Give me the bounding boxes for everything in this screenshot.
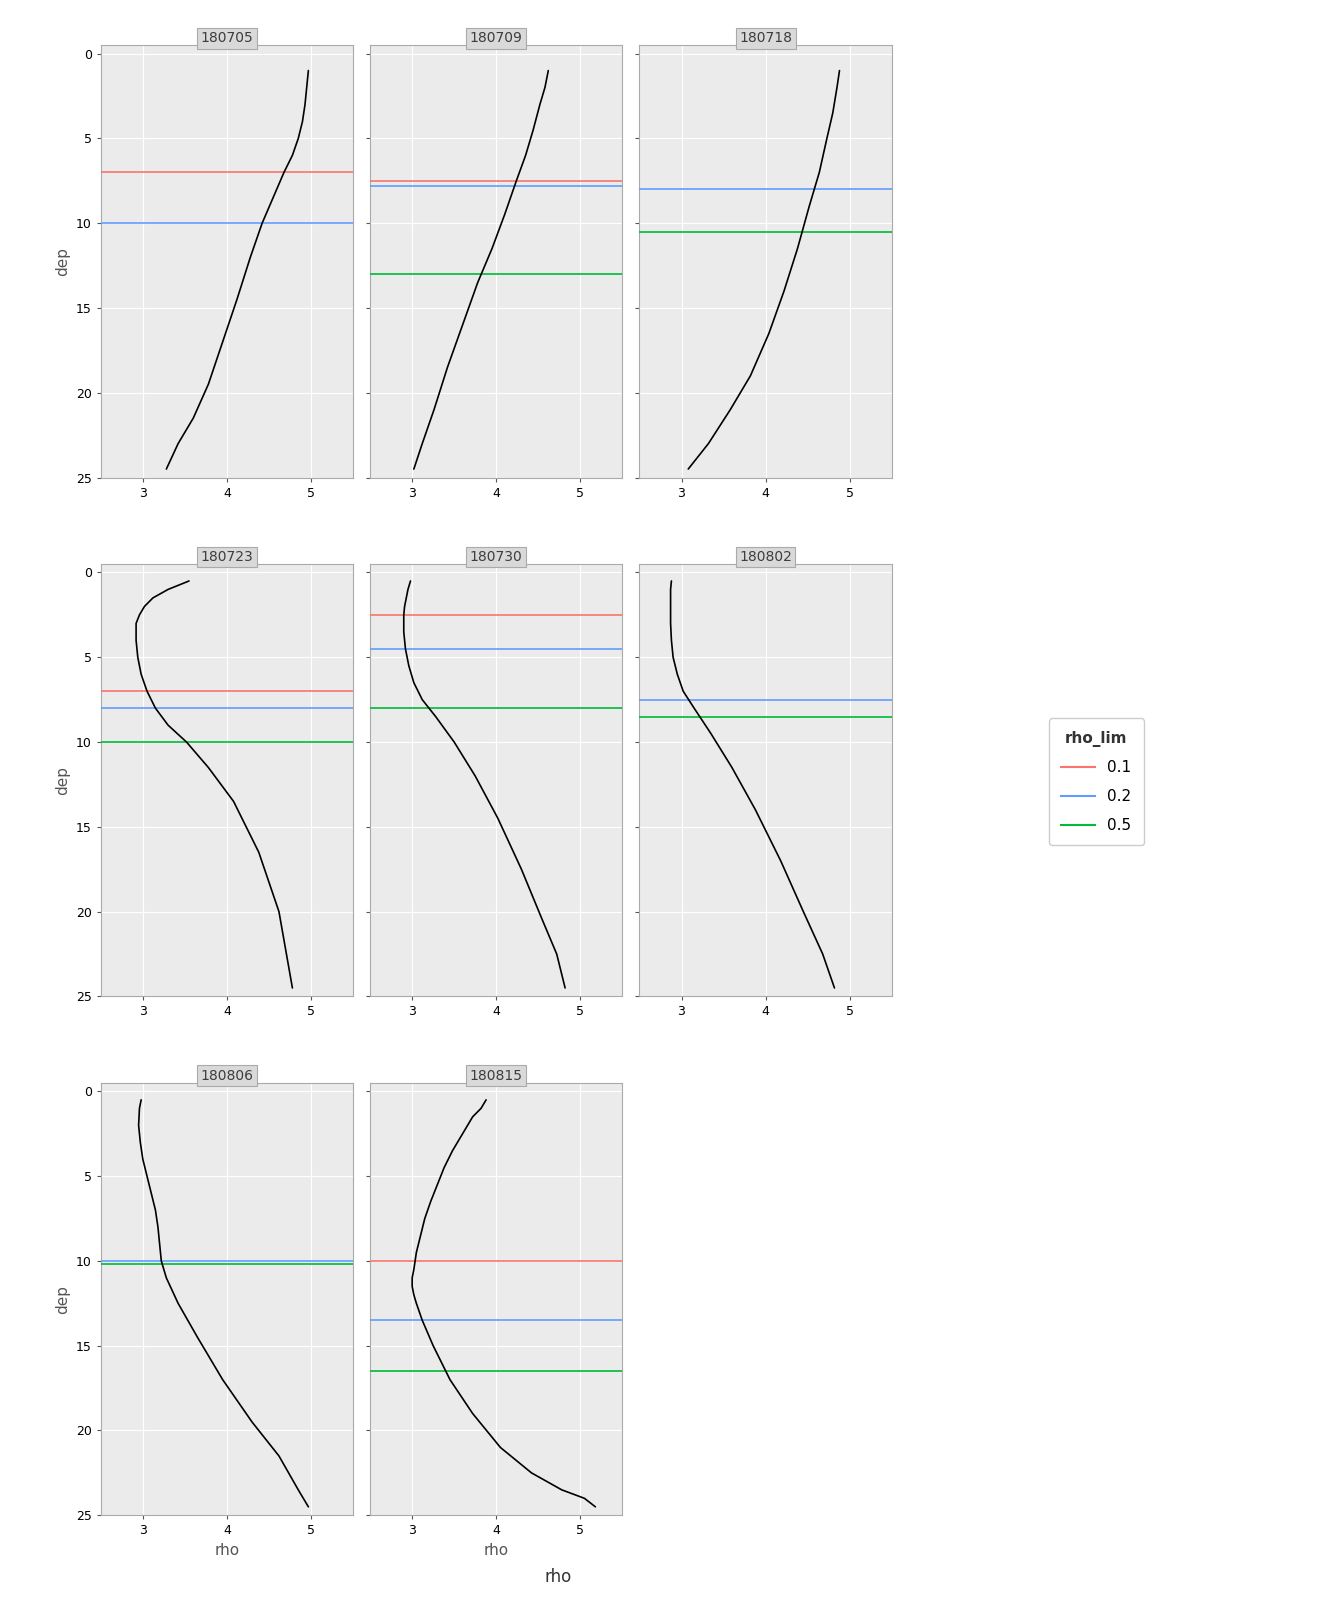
Legend: 0.1, 0.2, 0.5: 0.1, 0.2, 0.5 [1050, 719, 1144, 845]
Text: 180709: 180709 [470, 31, 523, 45]
Text: 180815: 180815 [469, 1069, 523, 1083]
Text: rho: rho [544, 1567, 571, 1586]
Text: 180730: 180730 [470, 550, 523, 564]
Text: 180718: 180718 [739, 31, 792, 45]
Text: 180705: 180705 [200, 31, 253, 45]
Text: 180723: 180723 [200, 550, 253, 564]
Text: 180802: 180802 [739, 550, 792, 564]
X-axis label: rho: rho [214, 1543, 239, 1557]
Y-axis label: dep: dep [55, 766, 70, 795]
Y-axis label: dep: dep [55, 247, 70, 276]
X-axis label: rho: rho [484, 1543, 509, 1557]
Y-axis label: dep: dep [55, 1285, 70, 1314]
Text: 180806: 180806 [200, 1069, 254, 1083]
